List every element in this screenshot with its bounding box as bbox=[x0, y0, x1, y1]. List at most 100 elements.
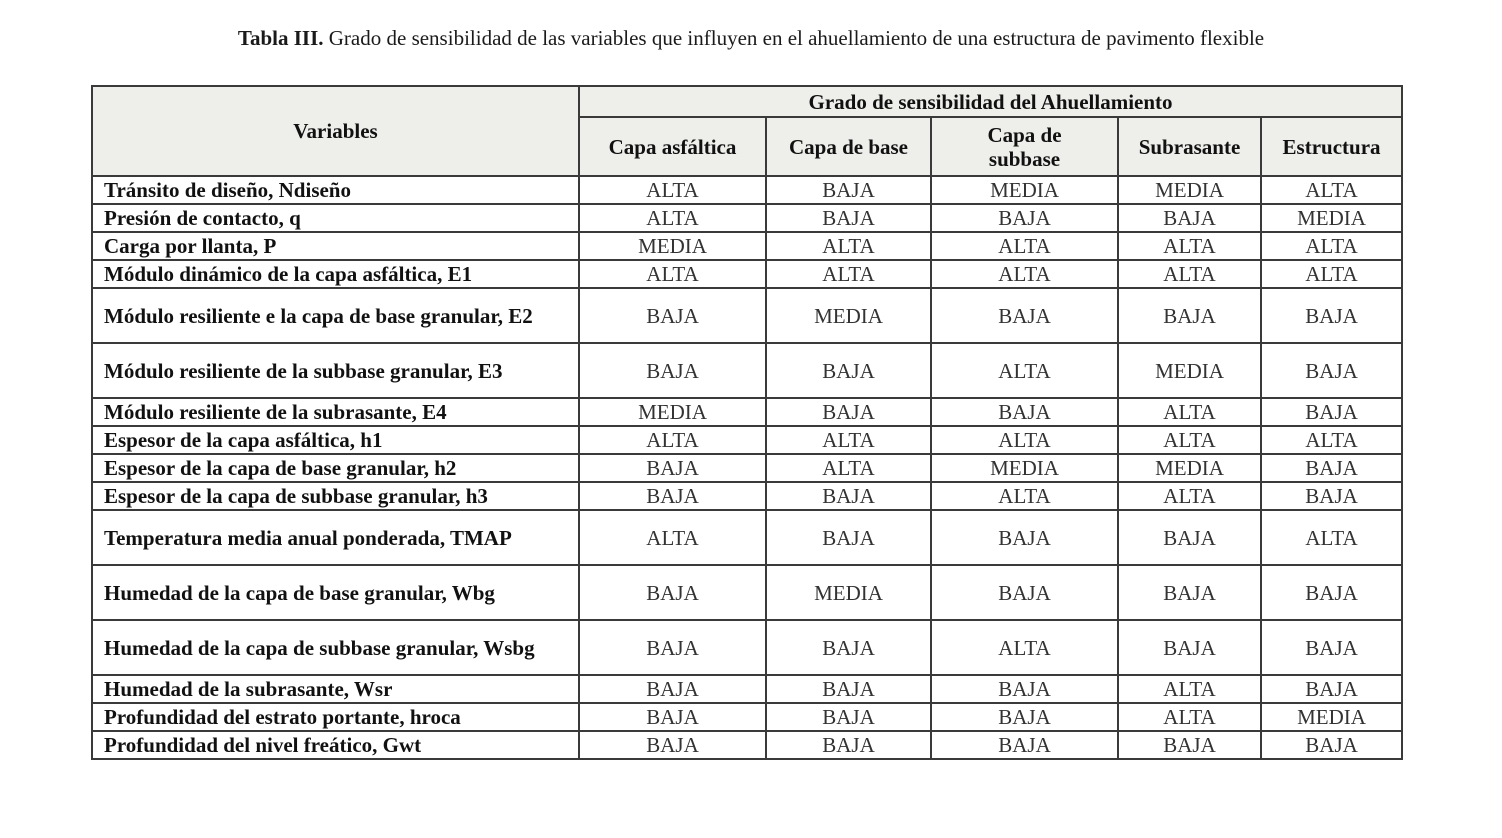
sensitivity-cell: BAJA bbox=[578, 481, 767, 511]
variable-cell: Carga por llanta, P bbox=[91, 231, 580, 261]
sensitivity-cell: BAJA bbox=[765, 619, 932, 676]
table-row: Espesor de la capa de subbase granular, … bbox=[91, 481, 1404, 511]
sensitivity-cell: BAJA bbox=[1117, 619, 1262, 676]
sensitivity-cell: BAJA bbox=[1117, 287, 1262, 344]
variable-cell: Módulo resiliente de la subbase granular… bbox=[91, 342, 580, 399]
sensitivity-cell: BAJA bbox=[1259, 730, 1404, 760]
variable-cell: Módulo dinámico de la capa asfáltica, E1 bbox=[91, 259, 580, 289]
sensitivity-cell: MEDIA bbox=[578, 231, 767, 261]
variable-cell: Humedad de la subrasante, Wsr bbox=[91, 674, 580, 704]
sensitivity-cell: BAJA bbox=[765, 730, 932, 760]
sensitivity-cell: ALTA bbox=[1259, 175, 1404, 205]
table-row: Humedad de la capa de base granular, Wbg… bbox=[91, 564, 1404, 621]
sensitivity-cell: ALTA bbox=[1117, 481, 1262, 511]
sensitivity-cell: MEDIA bbox=[930, 453, 1119, 483]
variable-cell: Humedad de la capa de subbase granular, … bbox=[91, 619, 580, 676]
sensitivity-cell: BAJA bbox=[578, 702, 767, 732]
sensitivity-cell: ALTA bbox=[578, 203, 767, 233]
sensitivity-cell: BAJA bbox=[1117, 564, 1262, 621]
sensitivity-cell: MEDIA bbox=[1259, 203, 1404, 233]
sensitivity-cell: ALTA bbox=[1117, 425, 1262, 455]
table-row: Carga por llanta, P MEDIA ALTA ALTA ALTA ALTA bbox=[91, 231, 1404, 261]
sensitivity-cell: BAJA bbox=[1259, 287, 1404, 344]
sensitivity-cell: MEDIA bbox=[765, 564, 932, 621]
column-header-capa-subbase: Capa de subbase bbox=[930, 116, 1119, 177]
sensitivity-cell: BAJA bbox=[1117, 730, 1262, 760]
column-header-subrasante: Subrasante bbox=[1117, 116, 1262, 177]
sensitivity-cell: BAJA bbox=[765, 702, 932, 732]
sensitivity-cell: ALTA bbox=[930, 425, 1119, 455]
sensitivity-cell: MEDIA bbox=[578, 397, 767, 427]
table-row: Espesor de la capa asfáltica, h1 ALTA ALTA… bbox=[91, 425, 1404, 455]
sensitivity-cell: BAJA bbox=[578, 564, 767, 621]
sensitivity-cell: ALTA bbox=[930, 231, 1119, 261]
sensitivity-cell: ALTA bbox=[765, 425, 932, 455]
sensitivity-cell: ALTA bbox=[1117, 397, 1262, 427]
variable-cell: Espesor de la capa de subbase granular, … bbox=[91, 481, 580, 511]
sensitivity-cell: BAJA bbox=[930, 674, 1119, 704]
sensitivity-cell: BAJA bbox=[765, 342, 932, 399]
variable-cell: Profundidad del estrato portante, hroca bbox=[91, 702, 580, 732]
sensitivity-cell: BAJA bbox=[578, 730, 767, 760]
sensitivity-cell: ALTA bbox=[578, 425, 767, 455]
sensitivity-cell: BAJA bbox=[1259, 453, 1404, 483]
sensitivity-cell: BAJA bbox=[578, 453, 767, 483]
variable-cell: Temperatura media anual ponderada, TMAP bbox=[91, 509, 580, 566]
table-row: Espesor de la capa de base granular, h2 B… bbox=[91, 453, 1404, 483]
table-row: Módulo dinámico de la capa asfáltica, E1… bbox=[91, 259, 1404, 289]
sensitivity-cell: BAJA bbox=[930, 702, 1119, 732]
table-caption: Tabla III. Grado de sensibilidad de las … bbox=[0, 26, 1502, 51]
variable-cell: Módulo resiliente de la subrasante, E4 bbox=[91, 397, 580, 427]
sensitivity-cell: BAJA bbox=[1117, 203, 1262, 233]
sensitivity-cell: BAJA bbox=[765, 674, 932, 704]
sensitivity-cell: BAJA bbox=[1259, 619, 1404, 676]
sensitivity-cell: BAJA bbox=[578, 619, 767, 676]
sensitivity-cell: BAJA bbox=[1259, 397, 1404, 427]
sensitivity-cell: BAJA bbox=[930, 564, 1119, 621]
variable-cell: Espesor de la capa asfáltica, h1 bbox=[91, 425, 580, 455]
column-header-capa-asfaltica: Capa asfáltica bbox=[578, 116, 767, 177]
sensitivity-table: Variables Grado de sensibilidad del Ahue… bbox=[91, 85, 1404, 760]
sensitivity-cell: ALTA bbox=[578, 175, 767, 205]
sensitivity-cell: ALTA bbox=[1259, 425, 1404, 455]
variable-cell: Profundidad del nivel freático, Gwt bbox=[91, 730, 580, 760]
sensitivity-cell: ALTA bbox=[765, 259, 932, 289]
sensitivity-cell: ALTA bbox=[930, 342, 1119, 399]
sensitivity-cell: ALTA bbox=[1117, 231, 1262, 261]
sensitivity-cell: MEDIA bbox=[930, 175, 1119, 205]
sensitivity-cell: MEDIA bbox=[765, 287, 932, 344]
sensitivity-cell: ALTA bbox=[765, 231, 932, 261]
sensitivity-cell: MEDIA bbox=[1117, 342, 1262, 399]
sensitivity-cell: ALTA bbox=[1117, 674, 1262, 704]
sensitivity-group-header: Grado de sensibilidad del Ahuellamiento bbox=[577, 85, 1404, 118]
table-row: Módulo resiliente de la subbase granular… bbox=[91, 342, 1404, 399]
caption-text: Grado de sensibilidad de las variables q… bbox=[328, 26, 1265, 50]
sensitivity-cell: BAJA bbox=[765, 397, 932, 427]
sensitivity-cell: MEDIA bbox=[1259, 702, 1404, 732]
table-row: Temperatura media anual ponderada, TMAP A… bbox=[91, 509, 1404, 566]
sensitivity-cell: ALTA bbox=[930, 481, 1119, 511]
table-row: Módulo resiliente de la subrasante, E4 ME… bbox=[91, 397, 1404, 427]
variable-cell: Tránsito de diseño, Ndiseño bbox=[91, 175, 580, 205]
sensitivity-cell: ALTA bbox=[1259, 231, 1404, 261]
sensitivity-cell: BAJA bbox=[578, 287, 767, 344]
variable-cell: Módulo resiliente e la capa de base gran… bbox=[91, 287, 580, 344]
sensitivity-cell: BAJA bbox=[578, 342, 767, 399]
sensitivity-cell: BAJA bbox=[765, 509, 932, 566]
sensitivity-cell: ALTA bbox=[765, 453, 932, 483]
sensitivity-cell: BAJA bbox=[930, 397, 1119, 427]
sensitivity-cell: BAJA bbox=[1259, 342, 1404, 399]
sensitivity-cell: ALTA bbox=[1117, 702, 1262, 732]
table-body: Tránsito de diseño, Ndiseño ALTA BAJA MEDIA… bbox=[91, 175, 1404, 760]
sensitivity-cell: BAJA bbox=[765, 175, 932, 205]
sensitivity-cell: BAJA bbox=[930, 730, 1119, 760]
table-row: Humedad de la subrasante, Wsr BAJA BAJA BAJ… bbox=[91, 674, 1404, 704]
sensitivity-cell: BAJA bbox=[578, 674, 767, 704]
variable-cell: Espesor de la capa de base granular, h2 bbox=[91, 453, 580, 483]
sensitivity-cell: BAJA bbox=[765, 203, 932, 233]
table-row: Tránsito de diseño, Ndiseño ALTA BAJA MEDIA… bbox=[91, 175, 1404, 205]
sensitivity-cell: ALTA bbox=[1259, 509, 1404, 566]
sensitivity-cell: BAJA bbox=[765, 481, 932, 511]
sensitivity-cell: MEDIA bbox=[1117, 453, 1262, 483]
column-header-capa-base: Capa de base bbox=[765, 116, 932, 177]
